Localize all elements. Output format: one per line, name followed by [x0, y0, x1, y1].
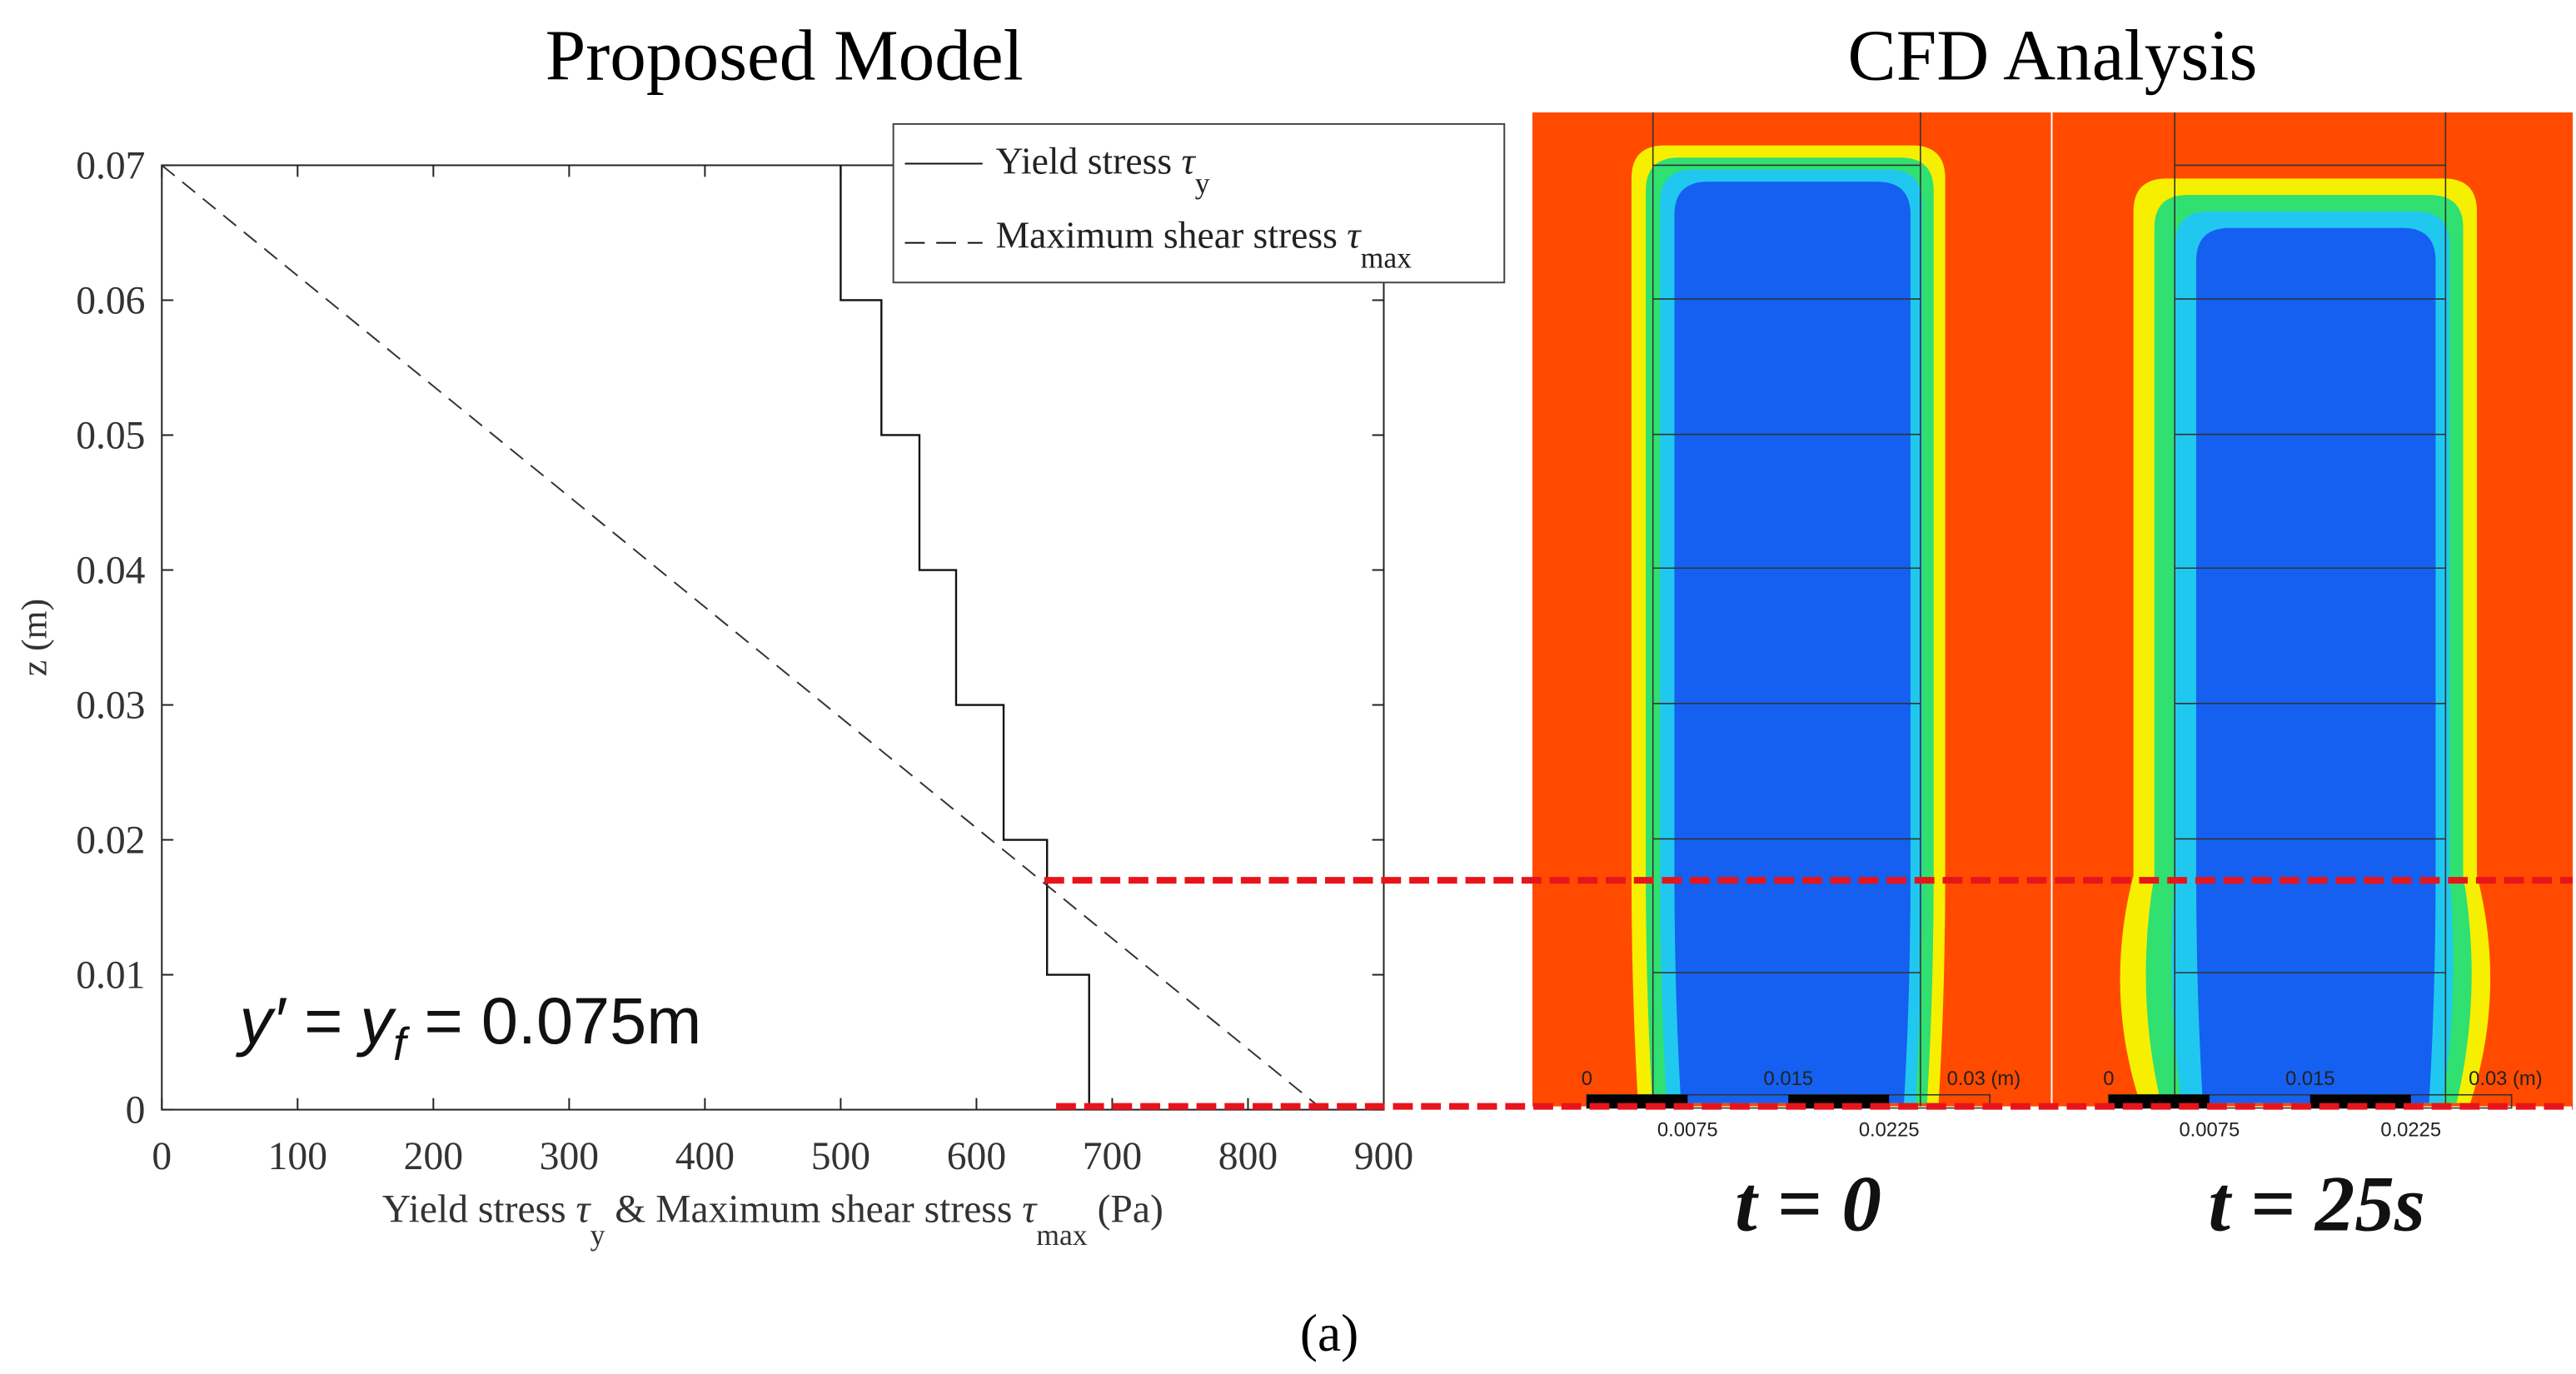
cfd-panels: 0 0.015 0.03 (m) 0.0075 0.0225 t = 0 0 0.015 0.0… [1532, 112, 2574, 1247]
legend-symbol: τ [1347, 214, 1362, 256]
annotation-lhs: y′ = y [235, 983, 396, 1058]
cfd-panel-1: 0 0.015 0.03 (m) 0.0075 0.0225 t = 0 [1532, 112, 2051, 1247]
x-tick-label: 400 [675, 1135, 735, 1178]
x-axis-label-part: & Maximum shear stress [605, 1187, 1022, 1231]
y-tick-label: 0.07 [76, 144, 145, 187]
left-panel-title: Proposed Model [546, 14, 1024, 95]
yield-stress-line [840, 165, 1090, 1110]
fluid-core [1674, 182, 1911, 1103]
right-panel-title: CFD Analysis [1848, 14, 2258, 95]
figure-caption: (a) [1300, 1303, 1358, 1362]
y-tick-label: 0.04 [76, 549, 145, 592]
y-tick-label: 0 [126, 1088, 146, 1132]
legend-text: Maximum shear stress [996, 214, 1348, 256]
y-tick-label: 0.02 [76, 819, 145, 862]
x-tick-label: 300 [540, 1135, 599, 1178]
y-tick-label: 0.01 [76, 953, 145, 997]
scale-label-top: 0.015 [1763, 1068, 1813, 1090]
x-axis-label-part: (Pa) [1088, 1187, 1163, 1231]
annotation: y′ = yf = 0.075m [235, 983, 701, 1070]
x-axis-label-part: max [1036, 1218, 1088, 1252]
y-tick-label: 0.05 [76, 414, 145, 457]
x-axis-label-part: y [590, 1218, 605, 1252]
scale-bar-segment [1788, 1094, 1890, 1108]
max-shear-stress-line [161, 164, 1323, 1111]
x-tick-label: 200 [404, 1135, 463, 1178]
scale-label-top: 0.015 [2285, 1068, 2335, 1090]
x-tick-label: 100 [268, 1135, 327, 1178]
x-tick-label: 0 [152, 1135, 172, 1178]
x-axis-label-part: τ [576, 1187, 592, 1231]
x-axis-label-part: Yield stress [382, 1187, 576, 1231]
y-tick-label: 0.03 [76, 684, 145, 727]
x-tick-label: 900 [1354, 1135, 1413, 1178]
cfd-panel-2: 0 0.015 0.03 (m) 0.0075 0.0225 t = 25s [2052, 112, 2574, 1247]
x-axis-label-part: τ [1022, 1187, 1038, 1231]
scale-label-bottom: 0.0225 [2380, 1118, 2441, 1141]
reference-lines [1044, 877, 2574, 1110]
legend-sub: y [1195, 167, 1210, 200]
scale-label-bottom: 0.0075 [2179, 1118, 2240, 1141]
scale-label-bottom: 0.0075 [1657, 1118, 1718, 1141]
fluid-core [2195, 227, 2436, 1103]
y-axis-label: z (m) [15, 599, 55, 676]
scale-label-top: 0.03 (m) [1947, 1068, 2021, 1090]
x-axis-label: Yield stress τy & Maximum shear stress τ… [382, 1187, 1163, 1252]
stress-chart: 0 100 200 300 400 500 600 700 800 900 0 0.01 0.02 0.0… [15, 122, 1506, 1252]
scale-label-bottom: 0.0225 [1859, 1118, 1920, 1141]
legend-entry: Yield stress τy [996, 139, 1210, 200]
legend-entry: Maximum shear stress τmax [996, 214, 1413, 275]
scale-label-top: 0 [1582, 1068, 1592, 1090]
annotation-rhs: = 0.075m [406, 983, 701, 1058]
x-tick-label: 700 [1083, 1135, 1142, 1178]
x-tick-label: 800 [1218, 1135, 1278, 1178]
legend-sub: max [1361, 241, 1413, 274]
y-tick-label: 0.06 [76, 279, 145, 322]
legend-text: Yield stress [996, 139, 1182, 182]
x-tick-label: 500 [811, 1135, 870, 1178]
time-label: t = 0 [1735, 1159, 1881, 1247]
legend-box [892, 122, 1506, 284]
legend-symbol: τ [1181, 139, 1196, 182]
plot-frame [161, 164, 1385, 1111]
scale-label-top: 0 [2103, 1068, 2114, 1090]
x-tick-label: 600 [947, 1135, 1006, 1178]
scale-label-top: 0.03 (m) [2469, 1068, 2543, 1090]
time-label: t = 25s [2208, 1159, 2424, 1247]
